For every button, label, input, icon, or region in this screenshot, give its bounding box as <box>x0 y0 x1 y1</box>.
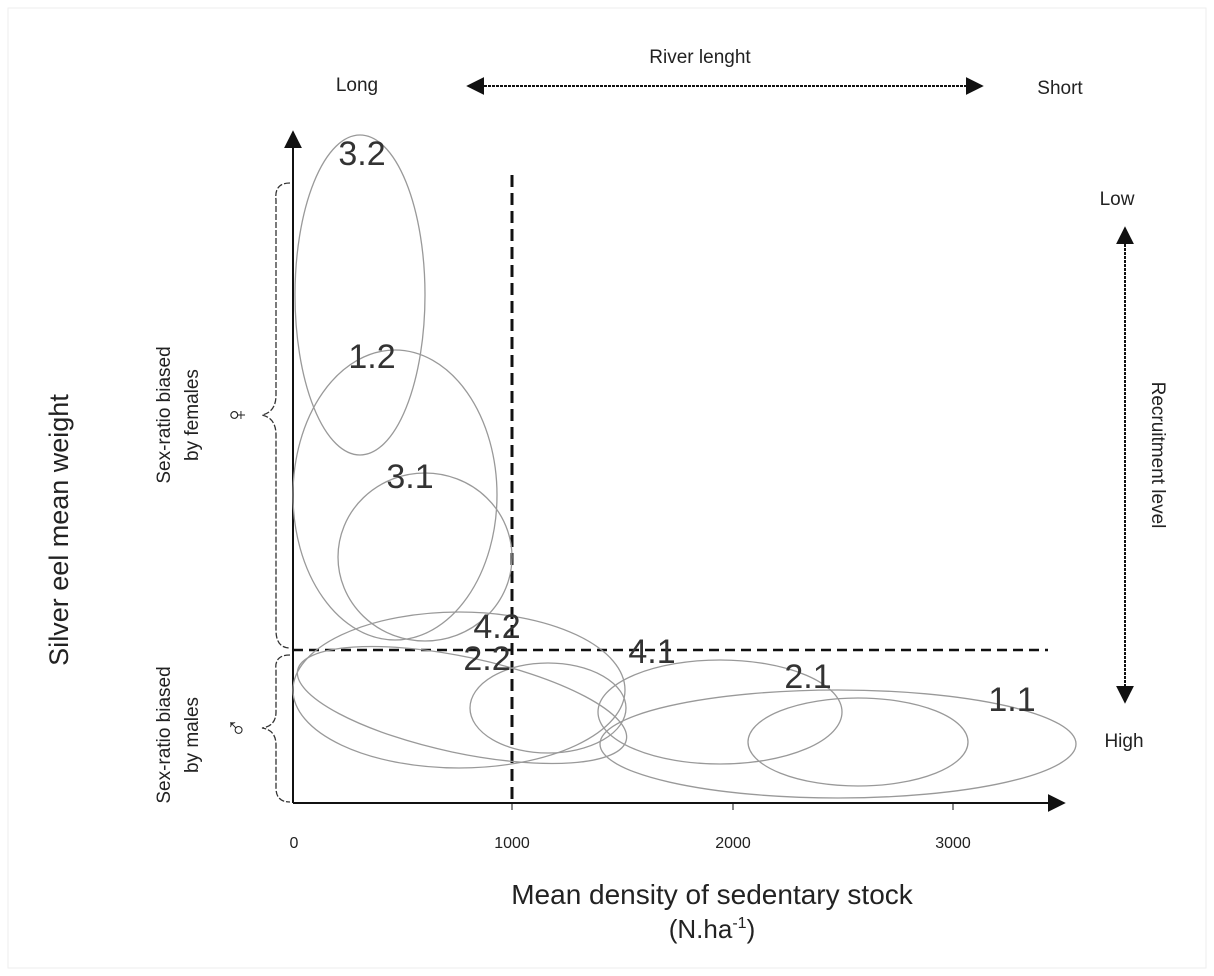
x-tick-label: 0 <box>290 835 299 852</box>
ellipse <box>599 689 1077 799</box>
lower-line: by males <box>182 697 203 773</box>
male-symbol: ♂ <box>221 718 252 739</box>
x-tick-label: 2000 <box>715 835 751 852</box>
unit-base: (N.ha <box>669 914 733 944</box>
ellipse <box>292 611 626 769</box>
unit-sup: -1 <box>732 915 746 932</box>
ellipse <box>747 697 969 787</box>
ellipse-label: 2.2 <box>463 640 510 678</box>
ellipse <box>597 659 843 765</box>
right-axis-bottom: High <box>1104 731 1143 752</box>
brace <box>261 182 291 649</box>
frame <box>7 7 1207 969</box>
ellipse-label: 1.1 <box>988 681 1035 719</box>
ellipse <box>469 662 627 754</box>
top-axis-right: Short <box>1037 78 1083 99</box>
ellipse-label: 4.2 <box>473 608 520 646</box>
top-axis-left: Long <box>336 75 378 96</box>
top-axis-title: River lenght <box>649 47 751 68</box>
ellipse <box>337 472 513 642</box>
ellipse-label: 3.1 <box>386 458 433 496</box>
y-axis-title: Silver eel mean weight <box>44 394 74 666</box>
ellipse <box>294 134 426 456</box>
x-axis-unit: (N.ha-1) <box>669 914 755 944</box>
ellipse-label: 2.1 <box>784 658 831 696</box>
ellipse-label: 4.1 <box>628 633 675 671</box>
female-symbol: ♀ <box>221 405 252 426</box>
right-axis-top: Low <box>1100 189 1135 210</box>
x-tick-label: 3000 <box>935 835 971 852</box>
ellipse-label: 3.2 <box>338 135 385 173</box>
ellipse <box>296 645 628 765</box>
ellipse-label: 1.2 <box>348 338 395 376</box>
unit-end: ) <box>747 914 756 944</box>
ellipse <box>292 349 498 641</box>
brace <box>261 654 291 803</box>
upper-line: Sex-ratio biased <box>154 346 175 483</box>
x-tick-label: 1000 <box>494 835 530 852</box>
lower-line: Sex-ratio biased <box>154 666 175 803</box>
right-axis-title: Recruitment level <box>1147 382 1168 529</box>
upper-line: by females <box>182 369 203 461</box>
x-axis-title: Mean density of sedentary stock <box>511 879 914 910</box>
